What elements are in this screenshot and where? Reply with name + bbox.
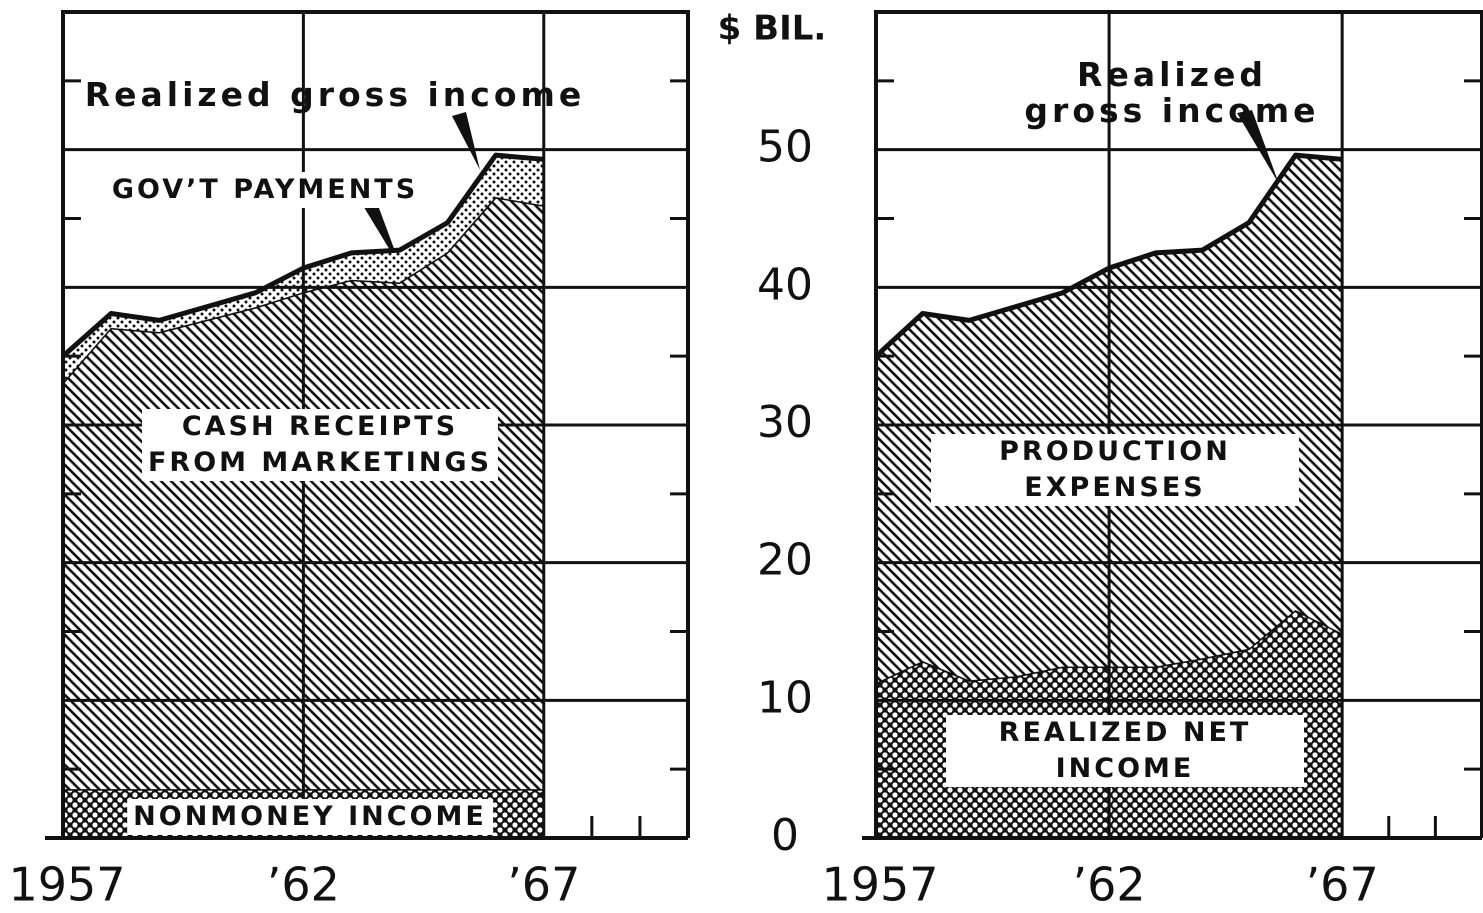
annotation-pointer (452, 112, 480, 170)
frame (874, 10, 1483, 838)
y-tick-label: 10 (757, 672, 813, 723)
y-tick-label: 30 (757, 397, 813, 448)
x-tick-label: ’67 (1306, 858, 1379, 912)
y-tick-label: 40 (757, 259, 813, 310)
y-axis-label: $ BIL. (718, 9, 827, 49)
y-tick-label: 0 (771, 810, 799, 861)
x-tick-label: 1957 (8, 858, 125, 912)
y-tick-label: 50 (757, 122, 813, 173)
series-label: CASH RECEIPTS FROM MARKETINGS (141, 409, 499, 481)
series-label: PRODUCTION EXPENSES (931, 434, 1299, 506)
annotation: Realized gross income (1024, 55, 1320, 130)
x-tick-label: 1957 (821, 858, 938, 912)
series-label: NONMONEY INCOME (127, 799, 493, 835)
x-tick-label: ’62 (267, 858, 340, 912)
annotation-pointer (1237, 110, 1279, 184)
y-tick-label: 20 (757, 535, 813, 586)
annotation: Realized gross income (84, 75, 586, 114)
series-label: REALIZED NET INCOME (946, 715, 1304, 787)
series-label: GOV’T PAYMENTS (105, 172, 425, 208)
x-tick-label: ’67 (507, 858, 580, 912)
frame (61, 10, 690, 838)
x-tick-label: ’62 (1072, 858, 1145, 912)
